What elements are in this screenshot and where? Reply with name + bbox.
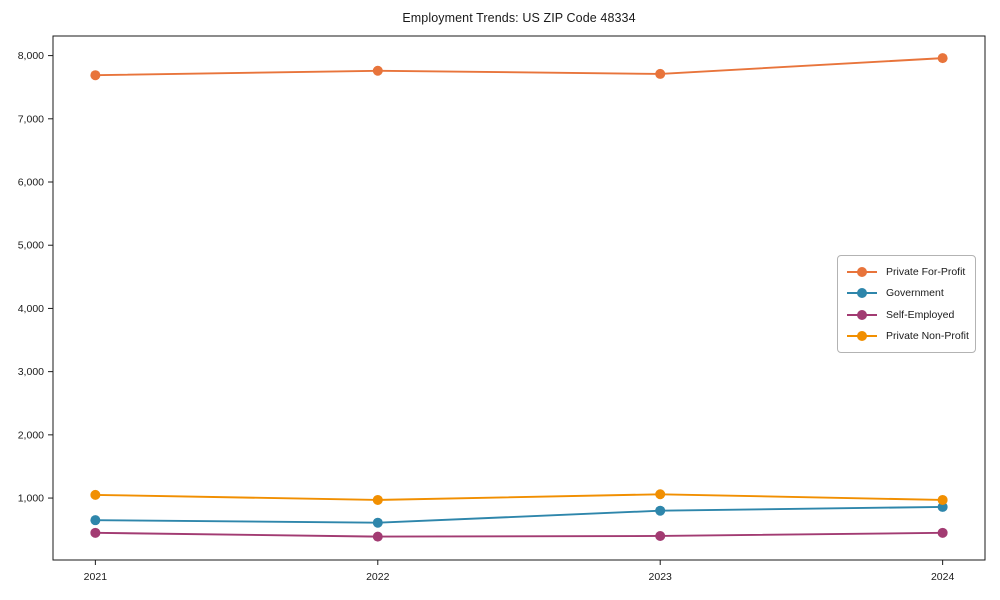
legend-line-marker-icon [847, 288, 877, 299]
x-tick-label: 2021 [84, 571, 108, 583]
legend-item: Self-Employed [846, 304, 969, 326]
data-point-marker [937, 501, 948, 512]
data-point-marker [90, 70, 101, 81]
data-point-marker [655, 530, 666, 541]
y-tick-label: 1,000 [18, 493, 44, 505]
chart-title: Employment Trends: US ZIP Code 48334 [402, 11, 636, 25]
data-point-marker [937, 527, 948, 538]
plot-border [52, 35, 986, 561]
data-point-marker [655, 489, 666, 500]
legend-line-marker-icon [847, 309, 877, 320]
data-point-marker [372, 531, 383, 542]
series-line [95, 505, 943, 524]
legend-item: Government [846, 283, 969, 305]
data-point-marker [655, 68, 666, 79]
data-point-marker [372, 517, 383, 528]
series-line [95, 493, 943, 501]
data-point-marker [655, 505, 666, 516]
x-tick-label: 2024 [931, 571, 955, 583]
legend-line-marker-icon [847, 331, 877, 342]
legend-line-marker-icon [847, 266, 877, 277]
legend-item: Private For-Profit [846, 261, 969, 283]
series-line [95, 57, 943, 77]
y-tick-label: 5,000 [18, 240, 44, 252]
data-point-marker [90, 515, 101, 526]
y-tick-label: 6,000 [18, 177, 44, 189]
data-point-marker [90, 489, 101, 500]
y-tick-label: 7,000 [18, 113, 44, 125]
x-tick-label: 2022 [366, 571, 390, 583]
data-point-marker [937, 53, 948, 64]
data-point-marker [90, 527, 101, 538]
legend: Private For-Profit Government Self-Employe… [837, 255, 976, 353]
series-line [95, 531, 943, 538]
y-tick-label: 4,000 [18, 303, 44, 315]
data-point-marker [372, 65, 383, 76]
y-tick-label: 8,000 [18, 50, 44, 62]
legend-label: Private For-Profit [886, 265, 966, 278]
legend-label: Government [886, 287, 944, 300]
y-tick-label: 2,000 [18, 429, 44, 441]
x-tick-label: 2023 [649, 571, 673, 583]
y-tick-label: 3,000 [18, 366, 44, 378]
data-point-marker [372, 494, 383, 505]
data-point-marker [937, 494, 948, 505]
legend-label: Private Non-Profit [886, 330, 969, 343]
legend-item: Private Non-Profit [846, 326, 969, 348]
legend-label: Self-Employed [886, 308, 955, 321]
